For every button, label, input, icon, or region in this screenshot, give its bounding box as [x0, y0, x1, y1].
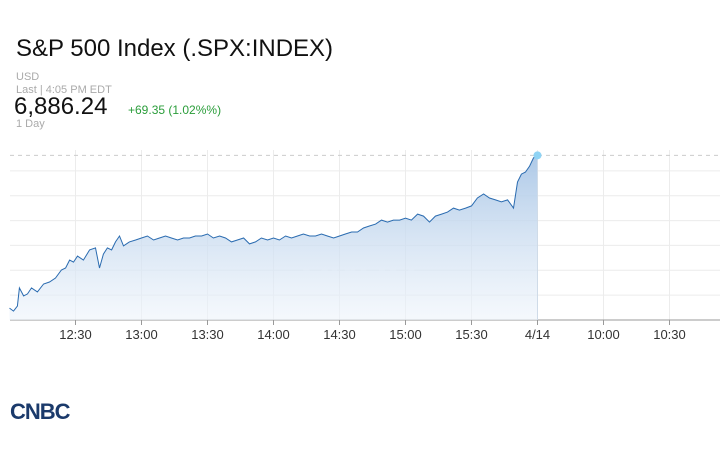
x-tick-label: 12:30 — [59, 327, 92, 342]
x-tick-label: 14:00 — [257, 327, 290, 342]
title: S&P 500 Index (.SPX:INDEX) — [16, 35, 333, 62]
x-tick-label: 13:30 — [191, 327, 224, 342]
price-line — [9, 154, 538, 312]
x-tick-label: 4/14 — [525, 327, 550, 342]
x-tick-label: 13:00 — [125, 327, 158, 342]
last-time: Last | 4:05 PM EDT — [16, 84, 112, 96]
price: 6,886.24 — [14, 93, 107, 120]
area-fill — [9, 155, 538, 320]
plot: CNBC12:3013:0013:3014:0014:3015:0015:304… — [9, 150, 720, 342]
x-tick-label: 10:00 — [587, 327, 620, 342]
logo: CNBC — [10, 399, 71, 424]
period: 1 Day — [16, 118, 45, 130]
change: +69.35 (1.02%%) — [128, 103, 221, 117]
x-tick-label: 14:30 — [323, 327, 356, 342]
x-tick-label: 10:30 — [653, 327, 686, 342]
last-point — [533, 151, 542, 160]
currency: USD — [16, 71, 39, 83]
x-tick-label: 15:00 — [389, 327, 422, 342]
x-tick-label: 15:30 — [455, 327, 488, 342]
